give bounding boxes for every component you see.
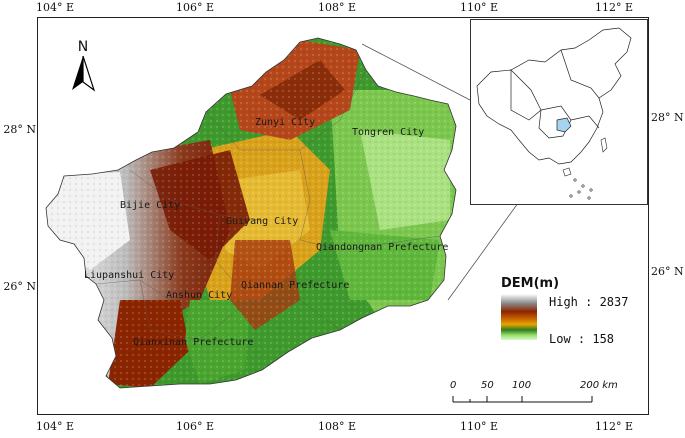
north-arrow: N <box>68 40 98 92</box>
north-arrow-icon <box>72 56 96 92</box>
legend-high: High : 2837 <box>549 295 629 309</box>
top-tick-106: 106° E <box>176 1 215 14</box>
inset-map <box>470 19 648 205</box>
scale-label-50: 50 <box>481 380 494 391</box>
china-inset-icon <box>476 27 632 200</box>
label-anshun: Anshun City <box>166 290 233 301</box>
label-guiyang: Guiyang City <box>226 216 299 227</box>
label-qiannan: Qiannan Prefecture <box>241 280 350 291</box>
top-tick-108: 108° E <box>318 1 357 14</box>
top-tick-112: 112° E <box>595 1 634 14</box>
top-tick-110: 110° E <box>460 1 499 14</box>
bottom-tick-112: 112° E <box>595 420 634 433</box>
label-zunyi: Zunyi City <box>255 117 316 128</box>
left-tick-26n: 26° N <box>3 280 36 293</box>
legend-color-ramp <box>501 294 537 340</box>
legend-title: DEM(m) <box>501 276 560 291</box>
legend-low: Low : 158 <box>549 332 615 346</box>
guizhou-highlight <box>556 117 572 133</box>
scale-label-200: 200 km <box>580 380 618 391</box>
right-tick-28n: 28° N <box>651 111 684 124</box>
left-tick-28n: 28° N <box>3 123 36 136</box>
right-tick-26n: 26° N <box>651 265 684 278</box>
bottom-tick-110: 110° E <box>460 420 499 433</box>
scale-bar-line <box>452 396 593 403</box>
label-qianxinan: Qianxinan Prefecture <box>133 337 254 348</box>
bottom-tick-104: 104° E <box>36 420 75 433</box>
map-frame <box>37 17 649 415</box>
north-label: N <box>77 39 89 55</box>
scale-label-0: 0 <box>450 380 457 391</box>
label-bijie: Bijie City <box>120 200 181 211</box>
bottom-tick-108: 108° E <box>318 420 357 433</box>
label-qiandongnan: Qiandongnan Prefecture <box>316 242 449 253</box>
label-liupanshui: Liupanshui City <box>84 270 175 281</box>
label-tongren: Tongren City <box>352 127 425 138</box>
top-tick-104: 104° E <box>36 1 75 14</box>
bottom-tick-106: 106° E <box>176 420 215 433</box>
scale-label-100: 100 <box>512 380 532 391</box>
